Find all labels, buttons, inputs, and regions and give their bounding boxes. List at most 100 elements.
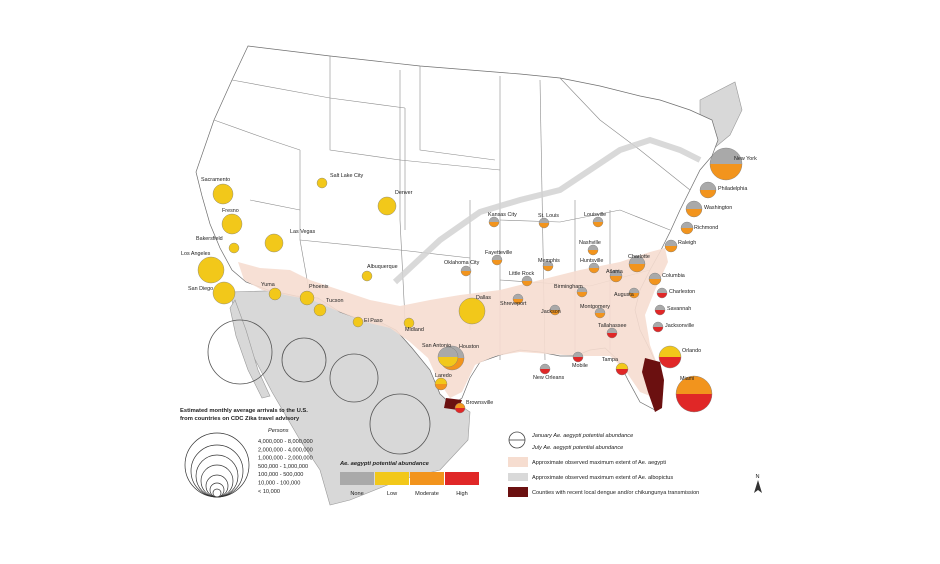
- city-marker-outline: [221, 213, 243, 235]
- arrival-circle: [329, 353, 379, 403]
- july-half: [710, 164, 742, 180]
- abundance-swatch: [375, 472, 409, 485]
- city-marker-outline: [268, 287, 282, 301]
- city-marker-outline: [680, 221, 694, 235]
- arrivals-legend-ring: [200, 464, 234, 498]
- city-label: Huntsville: [580, 258, 603, 264]
- january-half: [378, 197, 396, 206]
- city-label: Midland: [405, 327, 424, 333]
- city-marker-outline: [434, 377, 448, 391]
- legend-july: July Ae. aegypti potential abundance: [531, 445, 623, 451]
- city-label: Albuquerque: [367, 264, 398, 270]
- city-marker: Louisville: [584, 212, 606, 228]
- city-marker-outline: [699, 181, 717, 199]
- july-half: [616, 369, 628, 375]
- city-marker-outline: [352, 316, 364, 328]
- city-marker: Memphis: [538, 258, 560, 272]
- january-half: [455, 403, 465, 408]
- arrivals-legend-ring: [205, 474, 229, 498]
- january-half: [222, 214, 242, 224]
- january-half: [657, 288, 667, 293]
- city-marker: Yuma: [261, 282, 282, 301]
- city-marker-outline: [538, 217, 550, 229]
- arrival-circle: [369, 393, 431, 455]
- july-half: [269, 294, 281, 300]
- january-half: [362, 271, 372, 276]
- abundance-level-label: Low: [387, 491, 398, 497]
- arrivals-legend-title-2: from countries on CDC Zika travel adviso…: [180, 416, 300, 422]
- legend-transmission: Counties with recent local dengue and/or…: [532, 490, 699, 496]
- january-half: [589, 263, 599, 268]
- baja-california: [229, 299, 271, 399]
- july-half: [489, 222, 499, 227]
- city-marker: Birmingham: [554, 284, 588, 298]
- abundance-swatch: [445, 472, 479, 485]
- abundance-level-label: High: [456, 491, 468, 497]
- july-half: [540, 369, 550, 374]
- january-half: [659, 346, 681, 357]
- city-marker-outline: [488, 216, 500, 228]
- city-marker-outline: [606, 327, 618, 339]
- january-half: [616, 363, 628, 369]
- city-label: Montgomery: [580, 304, 610, 310]
- city-label: Orlando: [682, 348, 701, 354]
- january-half: [265, 234, 283, 243]
- january-half: [198, 257, 224, 270]
- january-half: [269, 288, 281, 294]
- city-marker-outline: [709, 147, 743, 181]
- january-half: [522, 276, 532, 281]
- city-marker-outline: [588, 262, 600, 274]
- january-half: [461, 266, 471, 271]
- city-label: New Orleans: [533, 375, 564, 381]
- city-label: El Paso: [364, 318, 383, 324]
- july-half: [300, 298, 314, 305]
- july-half: [435, 384, 447, 390]
- city-marker: Phoenix: [299, 284, 329, 306]
- july-half: [665, 246, 677, 252]
- january-half: [317, 178, 327, 183]
- january-half: [681, 222, 693, 228]
- july-half: [222, 224, 242, 234]
- city-label: San Diego: [188, 286, 213, 292]
- city-marker-outline: [658, 345, 682, 369]
- north-arrow-icon: [754, 480, 762, 493]
- city-marker: Los Angeles: [181, 251, 225, 284]
- city-marker: Dallas: [458, 295, 491, 325]
- city-label: Richmond: [694, 225, 718, 231]
- city-marker-outline: [664, 239, 678, 253]
- july-half: [213, 194, 233, 204]
- city-marker-outline: [656, 287, 668, 299]
- city-label: Los Angeles: [181, 251, 211, 257]
- july-half: [459, 311, 485, 324]
- albopictus-extent-band: [392, 136, 702, 285]
- city-label: Memphis: [538, 258, 560, 264]
- legend-aegypti-extent: Approximate observed maximum extent of A…: [532, 460, 666, 466]
- july-half: [522, 281, 532, 286]
- city-label: Raleigh: [678, 240, 696, 246]
- july-half: [659, 357, 681, 368]
- january-half: [629, 288, 639, 293]
- city-label: Fresno: [222, 208, 239, 214]
- july-half: [700, 190, 716, 198]
- city-marker: Miami: [675, 375, 713, 413]
- city-marker-outline: [675, 375, 713, 413]
- january-half: [213, 184, 233, 194]
- city-marker: Shreveport: [500, 293, 527, 307]
- city-marker: El Paso: [352, 316, 383, 328]
- city-marker-outline: [458, 297, 486, 325]
- city-label: Augusta: [614, 292, 634, 298]
- january-half: [540, 364, 550, 369]
- january-half: [459, 298, 485, 311]
- city-label: Yuma: [261, 282, 275, 288]
- city-markers: New York Philadelphia Washington Richmond Ra…: [181, 147, 757, 414]
- city-label: Brownsville: [466, 400, 493, 406]
- legend-albopictus-extent: Approximate observed maximum extent of A…: [532, 475, 673, 481]
- january-half: [676, 376, 712, 394]
- city-label: Philadelphia: [718, 186, 747, 192]
- transmission-south-florida: [642, 358, 664, 412]
- july-half: [629, 293, 639, 298]
- abundance-level-label: None: [350, 491, 363, 497]
- january-half: [629, 256, 645, 264]
- arrival-circle: [281, 337, 327, 383]
- july-half: [588, 250, 598, 255]
